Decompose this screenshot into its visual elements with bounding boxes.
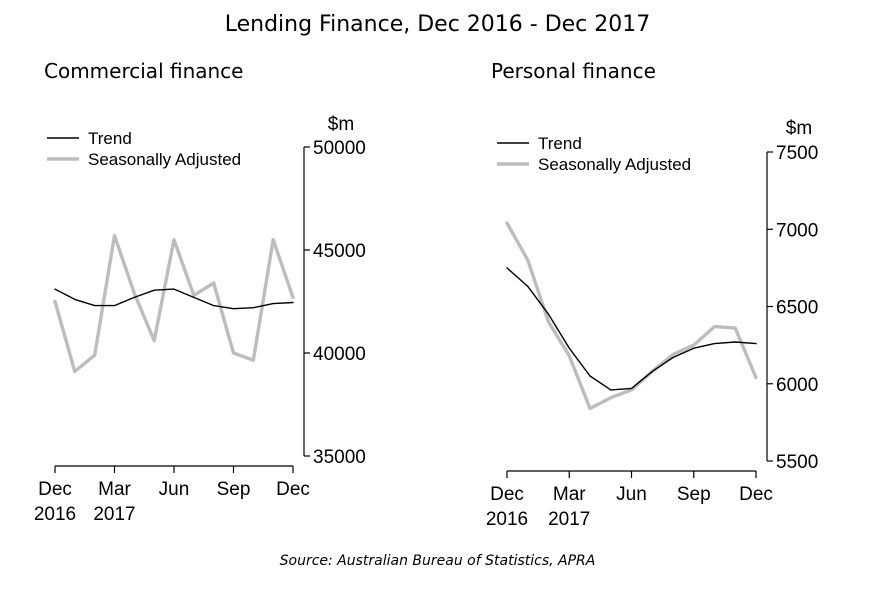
personal-legend-label: Trend bbox=[538, 134, 582, 153]
commercial-x-tick-year: 2017 bbox=[93, 504, 135, 525]
source-note: Source: Australian Bureau of Statistics,… bbox=[279, 553, 596, 569]
commercial-y-tick-label: 35000 bbox=[313, 447, 366, 468]
commercial-chart-title: Commercial finance bbox=[44, 59, 244, 83]
personal-y-tick-label: 6500 bbox=[776, 298, 818, 319]
personal-y-tick-label: 5500 bbox=[776, 452, 818, 473]
personal-legend-label: Seasonally Adjusted bbox=[538, 155, 691, 174]
personal-x-tick-label: Sep bbox=[677, 484, 711, 505]
personal-y-tick-label: 7000 bbox=[776, 220, 818, 241]
commercial-x-tick-label: Dec bbox=[276, 479, 310, 500]
commercial-x-tick-label: Mar bbox=[98, 479, 131, 500]
commercial-legend-label: Trend bbox=[88, 129, 132, 148]
commercial-series-seasonally-adjusted bbox=[53, 233, 295, 374]
page-title: Lending Finance, Dec 2016 - Dec 2017 bbox=[224, 12, 651, 37]
commercial-x-tick-label: Dec bbox=[38, 479, 72, 500]
personal-x-tick-label: Dec bbox=[490, 484, 524, 505]
personal-chart: 7500 7000 6500 6000 5500 $m Dec 2016 Mar 2017 Jun S… bbox=[486, 118, 818, 530]
commercial-chart: 50000 45000 40000 35000 $m Dec 2016 Mar 2017 Jun S… bbox=[34, 114, 366, 525]
personal-y-tick-label: 6000 bbox=[776, 375, 818, 396]
commercial-y-axis-label: $m bbox=[328, 114, 354, 135]
commercial-x-tick-label: Sep bbox=[217, 479, 251, 500]
commercial-series-trend bbox=[54, 288, 294, 310]
personal-x-tick-year: 2017 bbox=[548, 509, 590, 530]
personal-x-tick-year: 2016 bbox=[486, 509, 528, 530]
personal-chart-title: Personal finance bbox=[491, 59, 656, 83]
commercial-x-tick-year: 2016 bbox=[34, 504, 76, 525]
personal-series-seasonally-adjusted bbox=[505, 221, 758, 411]
personal-y-tick-label: 7500 bbox=[776, 143, 818, 164]
personal-x-tick-label: Jun bbox=[616, 484, 647, 505]
commercial-y-tick-label: 40000 bbox=[313, 344, 366, 365]
personal-x-tick-label: Dec bbox=[739, 484, 773, 505]
commercial-legend-label: Seasonally Adjusted bbox=[88, 150, 241, 169]
personal-series-trend bbox=[506, 267, 757, 391]
personal-y-axis-label: $m bbox=[786, 118, 812, 139]
commercial-x-tick-label: Jun bbox=[159, 479, 190, 500]
commercial-y-tick-label: 50000 bbox=[313, 138, 366, 159]
personal-x-tick-label: Mar bbox=[553, 484, 586, 505]
commercial-y-tick-label: 45000 bbox=[313, 241, 366, 262]
